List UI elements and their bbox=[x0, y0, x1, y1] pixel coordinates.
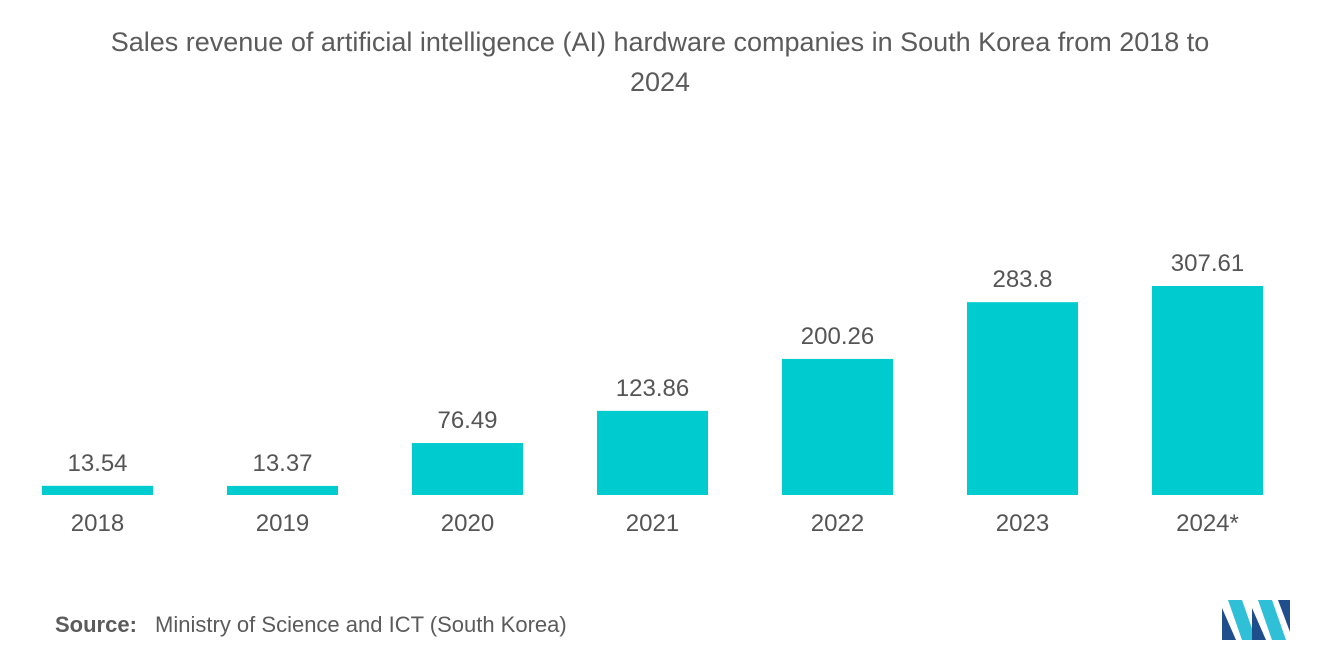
bar-2018 bbox=[42, 485, 153, 495]
mordor-intelligence-logo-icon bbox=[1222, 600, 1290, 640]
chart-title-line-1: Sales revenue of artificial intelligence… bbox=[110, 27, 1210, 57]
bar-2023 bbox=[967, 302, 1078, 495]
source-text: Ministry of Science and ICT (South Korea… bbox=[155, 612, 567, 637]
value-label-2020: 76.49 bbox=[437, 407, 497, 434]
bar-2022 bbox=[782, 358, 893, 495]
bar-2020 bbox=[412, 443, 523, 495]
value-label-2021: 123.86 bbox=[616, 375, 689, 402]
x-tick-label-2021: 2021 bbox=[626, 510, 679, 537]
bar-2024 bbox=[1152, 286, 1263, 495]
value-label-2024: 307.61 bbox=[1171, 250, 1244, 277]
value-label-2022: 200.26 bbox=[801, 323, 874, 350]
x-tick-label-2023: 2023 bbox=[996, 510, 1049, 537]
x-tick-label-2020: 2020 bbox=[441, 510, 494, 537]
x-tick-label-2024: 2024* bbox=[1176, 510, 1239, 537]
value-label-2018: 13.54 bbox=[67, 450, 127, 477]
source-note: Source: Ministry of Science and ICT (Sou… bbox=[55, 612, 567, 638]
x-tick-label-2022: 2022 bbox=[811, 510, 864, 537]
bar-2019 bbox=[227, 485, 338, 495]
chart-title: Sales revenue of artificial intelligence… bbox=[0, 22, 1320, 102]
source-label: Source: bbox=[55, 612, 137, 637]
value-label-2019: 13.37 bbox=[252, 450, 312, 477]
x-tick-label-2018: 2018 bbox=[71, 510, 124, 537]
chart-title-line-2: 2024 bbox=[629, 67, 691, 97]
x-tick-label-2019: 2019 bbox=[256, 510, 309, 537]
bar-2021 bbox=[597, 410, 708, 495]
value-label-2023: 283.8 bbox=[992, 266, 1052, 293]
